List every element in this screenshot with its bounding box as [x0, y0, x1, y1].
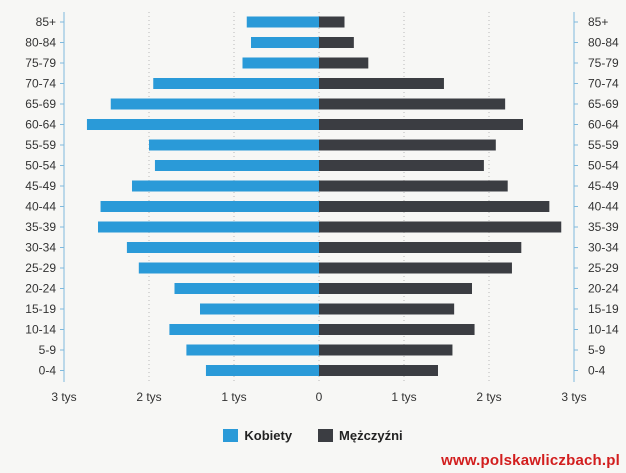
legend-swatch-kobiety — [223, 429, 239, 442]
bar-mezczyzni — [319, 201, 550, 212]
category-label-left: 15-19 — [25, 302, 56, 316]
x-tick-label: 2 tys — [476, 390, 501, 404]
bar-kobiety — [169, 324, 319, 335]
category-label-left: 40-44 — [25, 200, 56, 214]
category-label-left: 50-54 — [25, 159, 56, 173]
bar-kobiety — [242, 57, 319, 69]
bar-mezczyzni — [319, 324, 475, 335]
category-label-right: 75-79 — [588, 56, 619, 70]
category-label-left: 25-29 — [25, 261, 56, 275]
category-label-right: 40-44 — [588, 200, 619, 214]
bar-kobiety — [205, 365, 319, 376]
x-tick-label: 3 tys — [51, 390, 76, 404]
x-tick-label: 0 — [316, 390, 323, 404]
legend-swatch-mezczyzni — [318, 429, 334, 442]
bar-mezczyzni — [319, 16, 345, 28]
category-label-right: 80-84 — [588, 36, 619, 50]
bar-kobiety — [110, 98, 319, 110]
source-watermark: www.polskawliczbach.pl — [441, 452, 620, 469]
category-label-left: 60-64 — [25, 118, 56, 132]
category-label-left: 30-34 — [25, 241, 56, 255]
bar-mezczyzni — [319, 78, 444, 89]
bar-kobiety — [174, 283, 319, 294]
bar-mezczyzni — [319, 262, 512, 274]
x-tick-label: 3 tys — [561, 390, 586, 404]
bar-kobiety — [154, 160, 319, 171]
category-label-right: 45-49 — [588, 179, 619, 193]
category-label-left: 75-79 — [25, 56, 56, 70]
bar-kobiety — [186, 344, 319, 356]
bar-mezczyzni — [319, 180, 508, 192]
legend-item-mezczyzni[interactable]: Mężczyźni — [318, 428, 403, 443]
category-label-right: 60-64 — [588, 118, 619, 132]
category-label-right: 30-34 — [588, 241, 619, 255]
category-label-left: 70-74 — [25, 77, 56, 91]
bar-mezczyzni — [319, 160, 484, 171]
category-label-right: 20-24 — [588, 282, 619, 296]
bar-kobiety — [126, 242, 320, 253]
bar-kobiety — [251, 37, 319, 48]
bar-mezczyzni — [319, 365, 438, 376]
category-label-left: 35-39 — [25, 220, 56, 234]
bar-kobiety — [200, 303, 319, 315]
category-label-right: 70-74 — [588, 77, 619, 91]
legend-label-kobiety: Kobiety — [244, 428, 293, 443]
bar-kobiety — [86, 119, 319, 130]
x-tick-label: 2 tys — [136, 390, 161, 404]
category-label-left: 55-59 — [25, 138, 56, 152]
category-label-right: 65-69 — [588, 97, 619, 111]
category-label-right: 85+ — [588, 15, 608, 29]
category-label-right: 10-14 — [588, 323, 619, 337]
x-tick-label: 1 tys — [391, 390, 416, 404]
category-label-right: 15-19 — [588, 302, 619, 316]
category-label-left: 45-49 — [25, 179, 56, 193]
category-label-left: 20-24 — [25, 282, 56, 296]
bar-mezczyzni — [319, 37, 354, 48]
category-label-right: 5-9 — [588, 343, 606, 357]
bar-mezczyzni — [319, 57, 369, 69]
category-label-right: 50-54 — [588, 159, 619, 173]
category-label-right: 0-4 — [588, 364, 606, 378]
category-label-left: 5-9 — [39, 343, 57, 357]
bar-mezczyzni — [319, 98, 506, 110]
bar-mezczyzni — [319, 242, 522, 253]
category-label-right: 25-29 — [588, 261, 619, 275]
bar-mezczyzni — [319, 221, 562, 233]
category-label-left: 85+ — [36, 15, 56, 29]
bar-mezczyzni — [319, 344, 453, 356]
category-label-left: 80-84 — [25, 36, 56, 50]
bar-mezczyzni — [319, 303, 455, 315]
bar-kobiety — [100, 201, 319, 212]
x-tick-label: 1 tys — [221, 390, 246, 404]
bar-mezczyzni — [319, 139, 496, 151]
legend-label-mezczyzni: Mężczyźni — [339, 428, 403, 443]
category-label-left: 65-69 — [25, 97, 56, 111]
category-label-left: 10-14 — [25, 323, 56, 337]
bar-mezczyzni — [319, 283, 472, 294]
category-label-right: 55-59 — [588, 138, 619, 152]
category-label-right: 35-39 — [588, 220, 619, 234]
bar-kobiety — [98, 221, 319, 233]
bar-kobiety — [153, 78, 319, 89]
bar-kobiety — [246, 16, 319, 28]
category-label-left: 0-4 — [39, 364, 57, 378]
bar-kobiety — [149, 139, 319, 151]
bar-kobiety — [132, 180, 319, 192]
bar-kobiety — [138, 262, 319, 274]
legend-item-kobiety[interactable]: Kobiety — [223, 428, 292, 443]
chart-legend: Kobiety Mężczyźni — [0, 428, 626, 443]
bar-mezczyzni — [319, 119, 523, 130]
